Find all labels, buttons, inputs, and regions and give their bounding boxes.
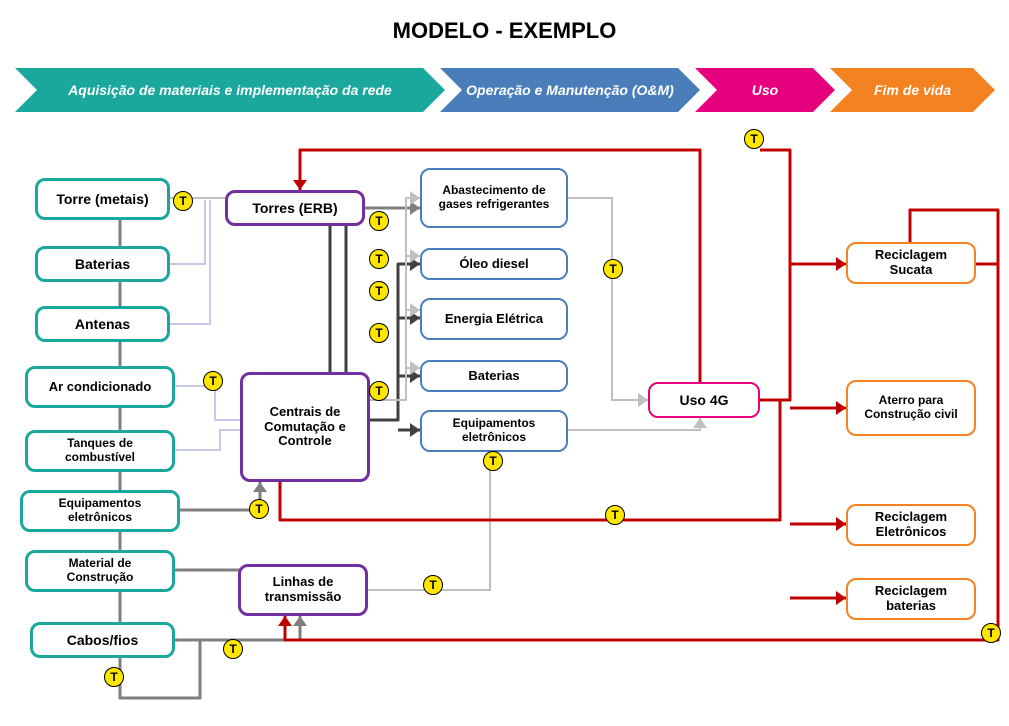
t-badge: T: [744, 129, 764, 149]
t-badge: T: [173, 191, 193, 211]
node-cabos: Cabos/fios: [30, 622, 175, 658]
t-badge: T: [981, 623, 1001, 643]
node-gases: Abastecimento de gases refrigerantes: [420, 168, 568, 228]
t-badge: T: [223, 639, 243, 659]
t-badge: T: [203, 371, 223, 391]
node-tanques: Tanques de combustível: [25, 430, 175, 472]
node-equip-op: Equipamentos eletrônicos: [420, 410, 568, 452]
t-badge: T: [249, 499, 269, 519]
node-rec-bat: Reciclagem baterias: [846, 578, 976, 620]
phase-ph-uso: Uso: [717, 68, 813, 112]
node-rec-sucata: Reciclagem Sucata: [846, 242, 976, 284]
node-torres-erb: Torres (ERB): [225, 190, 365, 226]
phase-ph-fim: Fim de vida: [852, 68, 973, 112]
node-baterias-op: Baterias: [420, 360, 568, 392]
t-badge: T: [423, 575, 443, 595]
t-badge: T: [605, 505, 625, 525]
t-badge: T: [369, 381, 389, 401]
page-title: MODELO - EXEMPLO: [0, 18, 1009, 44]
node-diesel: Óleo diesel: [420, 248, 568, 280]
phase-ph-acq: Aquisição de materiais e implementação d…: [37, 68, 423, 112]
t-badge: T: [104, 667, 124, 687]
t-badge: T: [369, 211, 389, 231]
node-aterro: Aterro para Construção civil: [846, 380, 976, 436]
node-baterias-in: Baterias: [35, 246, 170, 282]
node-antenas: Antenas: [35, 306, 170, 342]
t-badge: T: [369, 323, 389, 343]
node-rec-elet: Reciclagem Eletrônicos: [846, 504, 976, 546]
node-uso4g: Uso 4G: [648, 382, 760, 418]
phase-ph-om: Operação e Manutenção (O&M): [462, 68, 678, 112]
node-torre-metais: Torre (metais): [35, 178, 170, 220]
t-badge: T: [369, 249, 389, 269]
node-linhas: Linhas de transmissão: [238, 564, 368, 616]
t-badge: T: [369, 281, 389, 301]
node-matconst: Material de Construção: [25, 550, 175, 592]
node-centrais: Centrais de Comutação e Controle: [240, 372, 370, 482]
node-equip-in: Equipamentos eletrônicos: [20, 490, 180, 532]
node-energia: Energia Elétrica: [420, 298, 568, 340]
t-badge: T: [483, 451, 503, 471]
node-arcond: Ar condicionado: [25, 366, 175, 408]
t-badge: T: [603, 259, 623, 279]
